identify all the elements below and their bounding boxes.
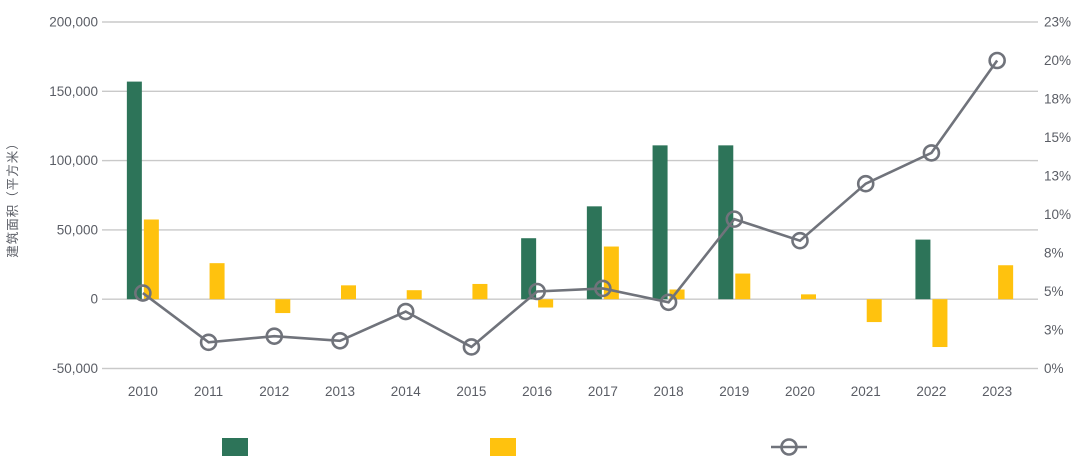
line-marker-2010 — [134, 284, 152, 302]
right-axis-tick-label: 18% — [1044, 92, 1071, 107]
line-marker-2022 — [922, 144, 941, 162]
yellow-bars-bar-2014 — [406, 290, 422, 300]
line-marker-2020 — [791, 231, 809, 250]
green-bars-bar-2010 — [126, 81, 142, 300]
green-bars-bar-2022 — [915, 239, 931, 300]
left-axis-tick-label: 50,000 — [57, 222, 98, 237]
x-axis-tick-label: 2014 — [391, 384, 422, 399]
yellow-bars-bar-2017 — [603, 246, 619, 300]
legend — [222, 438, 807, 456]
line-marker-2015 — [462, 338, 481, 356]
x-axis-tick-label: 2016 — [522, 384, 552, 399]
line-marker-2012 — [265, 327, 284, 345]
green-bars-bar-2016 — [521, 238, 537, 300]
yellow-bars-bar-2019 — [735, 273, 751, 300]
x-axis-tick-label: 2020 — [785, 384, 815, 399]
yellow-bars-bar-2020 — [801, 294, 816, 300]
y-axis-title: 建筑面积（平方米） — [5, 136, 20, 258]
yellow-bars-bar-2012 — [275, 299, 291, 314]
x-axis-tick-label: 2011 — [194, 384, 223, 399]
yellow-bars-bar-2023 — [998, 265, 1014, 300]
right-axis-tick-label: 5% — [1044, 284, 1064, 299]
line-marker-2017 — [594, 279, 612, 298]
right-axis-tick-label: 23% — [1044, 15, 1071, 30]
x-axis-tick-label: 2023 — [982, 384, 1012, 399]
right-axis-tick-label: 0% — [1044, 361, 1064, 376]
yellow-bars-bar-2018 — [669, 289, 685, 300]
axis-labels-layer: 200,000 150,000 100,000 50,000 0 -50,000 23% 20… — [49, 15, 1071, 400]
yellow-bars-bar-2016 — [538, 299, 554, 308]
right-axis-tick-label: 8% — [1044, 246, 1064, 261]
yellow-bars-bar-2013 — [341, 285, 356, 300]
line-marker-2013 — [331, 331, 349, 350]
left-axis-tick-label: -50,000 — [52, 361, 98, 376]
yellow-bars-bar-2011 — [209, 263, 225, 300]
gridlines — [102, 21, 1038, 370]
legend-yellow-square-icon — [490, 438, 516, 456]
x-axis-tick-label: 2017 — [588, 384, 618, 399]
x-axis-tick-label: 2022 — [916, 384, 946, 399]
right-axis-tick-label: 15% — [1044, 130, 1071, 145]
x-axis-tick-label: 2019 — [719, 384, 749, 399]
line-marker-2011 — [199, 333, 218, 352]
left-axis-tick-label: 200,000 — [49, 15, 98, 30]
line-marker-2019 — [725, 210, 744, 228]
line-marker-2018 — [659, 293, 678, 312]
yellow-bars-bar-2022 — [932, 299, 948, 348]
x-axis-tick-label: 2015 — [456, 384, 486, 399]
line-marker-2016 — [528, 282, 546, 301]
left-axis-tick-label: 0 — [90, 292, 98, 307]
x-axis-tick-label: 2021 — [851, 384, 881, 399]
x-axis-tick-label: 2012 — [259, 384, 289, 399]
right-axis-tick-label: 3% — [1044, 323, 1064, 338]
line-marker-2023 — [988, 51, 1006, 70]
yellow-bars-bar-2015 — [472, 283, 488, 300]
line-marker-2014 — [396, 302, 415, 321]
bar-series-layer — [126, 81, 1014, 348]
line-marker-2021 — [856, 174, 875, 193]
right-axis-tick-label: 10% — [1044, 207, 1071, 222]
line-series-path — [142, 59, 999, 349]
x-axis-tick-label: 2013 — [325, 384, 355, 399]
yellow-bars-bar-2010 — [143, 219, 159, 300]
right-axis-tick-label: 13% — [1044, 169, 1071, 184]
yellow-bars-bar-2021 — [866, 299, 882, 323]
left-axis-tick-label: 150,000 — [49, 84, 98, 99]
line-series-layer — [134, 51, 1006, 356]
green-bars-bar-2018 — [652, 145, 668, 300]
right-axis-tick-label: 20% — [1044, 53, 1071, 68]
legend-green-square-icon — [222, 438, 248, 456]
left-axis-tick-label: 100,000 — [49, 153, 98, 168]
x-axis-tick-label: 2018 — [654, 384, 684, 399]
green-bars-bar-2019 — [718, 145, 734, 300]
green-bars-bar-2017 — [586, 206, 602, 300]
legend-marker-icon — [780, 438, 798, 456]
x-axis-tick-label: 2010 — [128, 384, 158, 399]
